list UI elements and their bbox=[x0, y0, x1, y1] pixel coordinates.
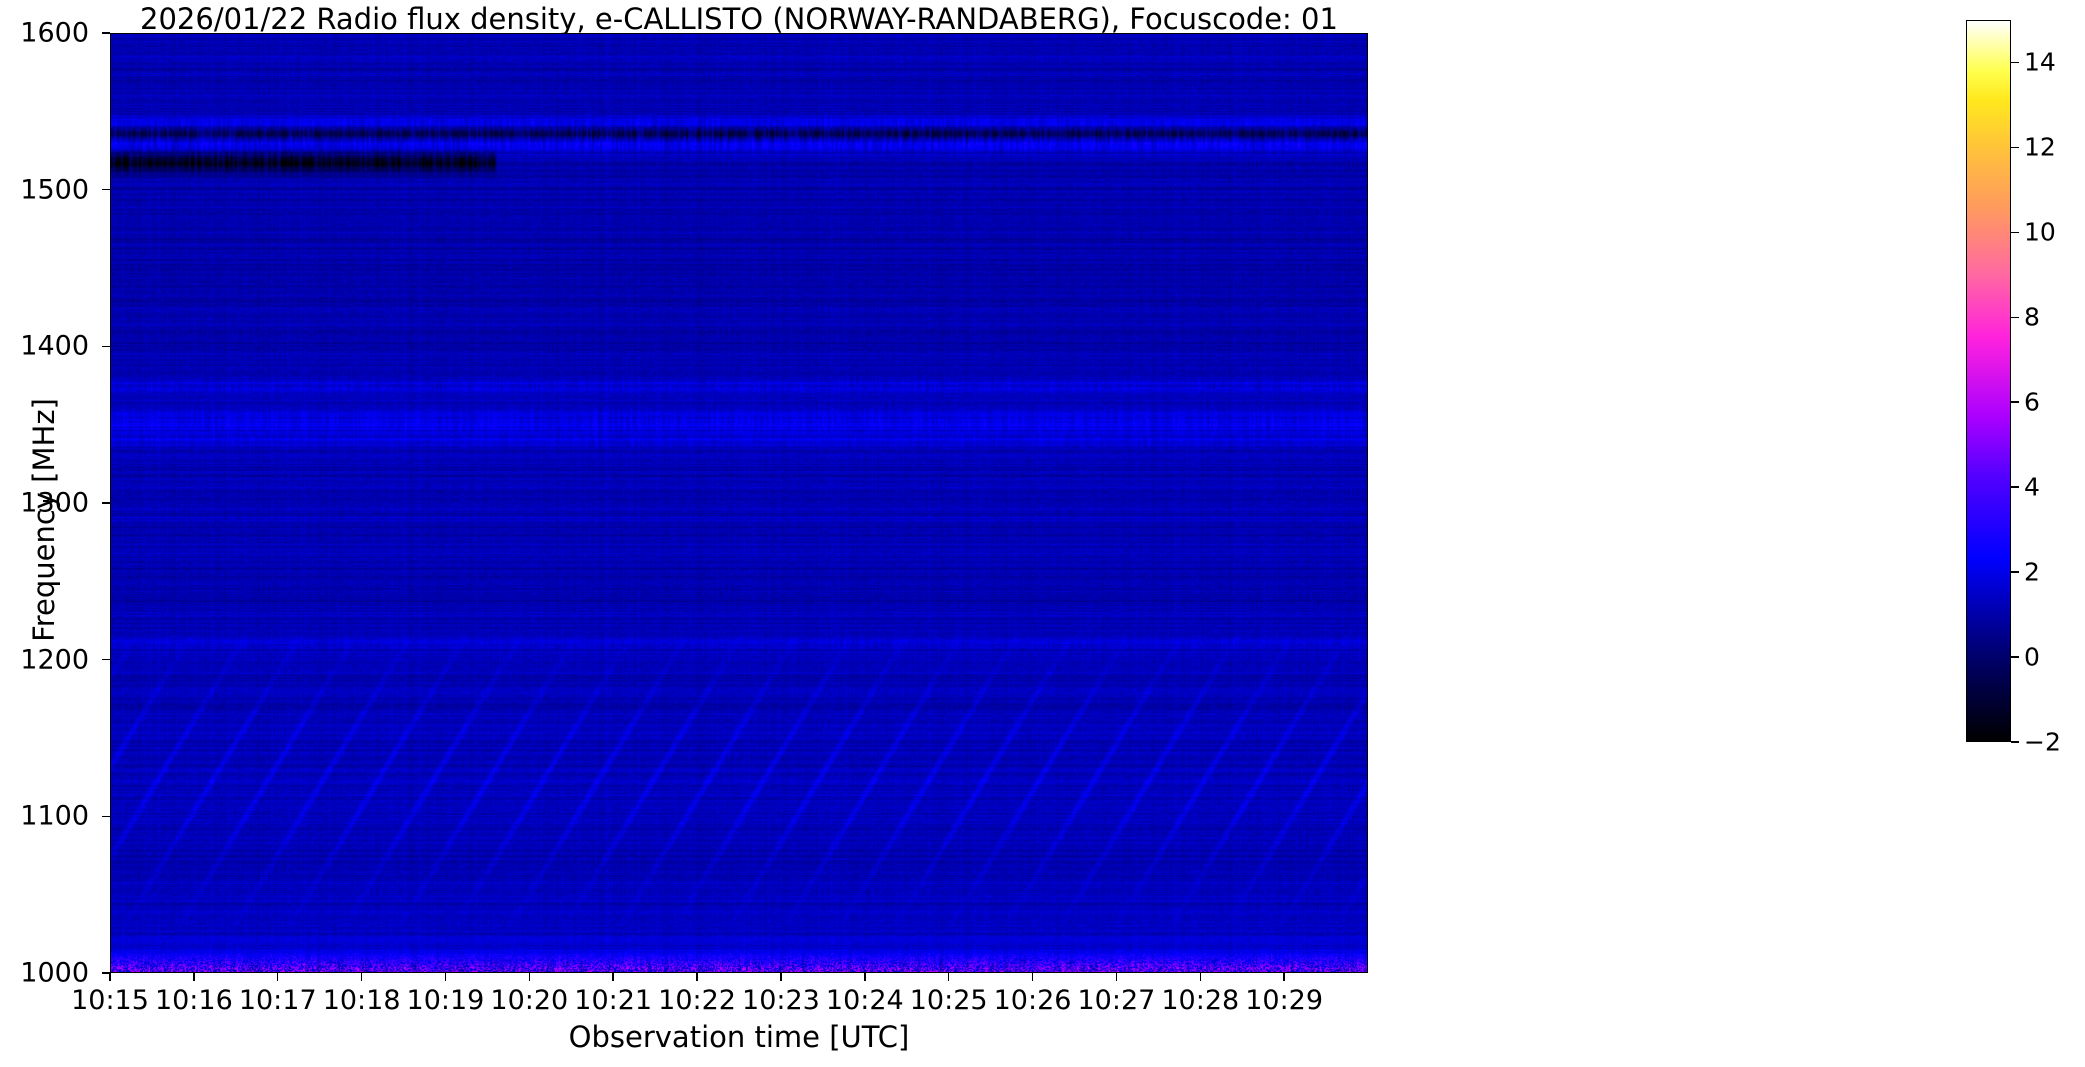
y-tick-mark bbox=[102, 815, 110, 818]
x-tick-label: 10:19 bbox=[406, 985, 485, 1016]
y-tick-mark bbox=[102, 32, 110, 34]
colorbar-tick-mark bbox=[2011, 401, 2019, 403]
x-tick-label: 10:23 bbox=[742, 985, 820, 1016]
x-tick-label: 10:18 bbox=[322, 985, 401, 1016]
chart-title: 2026/01/22 Radio flux density, e-CALLIST… bbox=[140, 2, 1338, 36]
x-tick-mark bbox=[1031, 973, 1034, 981]
colorbar-tick-label: −2 bbox=[2024, 727, 2061, 757]
x-tick-mark bbox=[276, 973, 279, 981]
x-tick-mark bbox=[528, 973, 531, 981]
colorbar-tick-label: 8 bbox=[2024, 302, 2040, 332]
x-tick-mark bbox=[780, 973, 782, 981]
x-tick-mark bbox=[864, 973, 866, 981]
colorbar-tick-label: 4 bbox=[2024, 472, 2040, 502]
y-axis-label: Frequency [MHz] bbox=[27, 398, 61, 642]
y-tick-mark bbox=[102, 345, 110, 348]
spectrogram-image bbox=[111, 34, 1367, 972]
x-axis-label: Observation time [UTC] bbox=[568, 1020, 910, 1054]
x-tick-mark bbox=[360, 973, 363, 981]
x-tick-label: 10:28 bbox=[1161, 985, 1240, 1016]
colorbar-tick-mark bbox=[2011, 571, 2019, 573]
x-tick-mark bbox=[1199, 973, 1202, 981]
colorbar-tick-mark bbox=[2011, 486, 2019, 488]
x-tick-mark bbox=[193, 973, 195, 981]
colorbar-tick-mark bbox=[2011, 741, 2019, 743]
x-tick-mark bbox=[947, 973, 950, 981]
x-tick-mark bbox=[696, 973, 698, 981]
colorbar-tick-mark bbox=[2011, 316, 2019, 319]
x-tick-mark bbox=[612, 973, 614, 981]
y-tick-label: 1200 bbox=[20, 644, 89, 676]
y-tick-label: 1100 bbox=[20, 800, 89, 832]
colorbar-tick-label: 14 bbox=[2024, 47, 2056, 77]
x-tick-mark bbox=[444, 973, 447, 981]
x-tick-label: 10:25 bbox=[909, 985, 988, 1016]
colorbar-tick-mark bbox=[2011, 146, 2019, 149]
y-tick-label: 1400 bbox=[20, 330, 89, 362]
x-tick-mark bbox=[1115, 973, 1118, 981]
colorbar-tick-label: 6 bbox=[2024, 387, 2040, 417]
y-tick-label: 1500 bbox=[20, 174, 89, 206]
y-tick-mark bbox=[102, 658, 110, 661]
colorbar-tick-label: 12 bbox=[2024, 132, 2056, 162]
colorbar-tick-mark bbox=[2011, 231, 2019, 234]
spectrogram-axes bbox=[110, 33, 1368, 973]
x-tick-label: 10:27 bbox=[1077, 985, 1156, 1016]
colorbar-tick-label: 2 bbox=[2024, 557, 2040, 587]
y-tick-label: 1300 bbox=[20, 487, 89, 519]
y-tick-mark bbox=[102, 188, 110, 191]
x-tick-mark bbox=[109, 973, 111, 981]
x-tick-label: 10:17 bbox=[238, 985, 317, 1016]
colorbar-gradient bbox=[1967, 21, 2010, 741]
x-tick-label: 10:24 bbox=[825, 985, 904, 1016]
colorbar-tick-mark bbox=[2011, 61, 2019, 64]
x-tick-label: 10:22 bbox=[658, 985, 736, 1016]
y-tick-mark bbox=[102, 972, 110, 974]
colorbar-tick-label: 10 bbox=[2024, 217, 2056, 247]
x-tick-label: 10:26 bbox=[993, 985, 1072, 1016]
colorbar-tick-label: 0 bbox=[2024, 642, 2040, 672]
colorbar-tick-mark bbox=[2011, 656, 2019, 658]
x-tick-label: 10:20 bbox=[490, 985, 569, 1016]
x-tick-label: 10:29 bbox=[1245, 985, 1324, 1016]
y-tick-label: 1600 bbox=[20, 17, 89, 49]
x-tick-label: 10:16 bbox=[154, 985, 233, 1016]
x-tick-label: 10:21 bbox=[574, 985, 653, 1016]
y-tick-mark bbox=[102, 502, 110, 504]
x-tick-mark bbox=[1283, 973, 1285, 981]
x-tick-label: 10:15 bbox=[71, 985, 149, 1016]
y-tick-label: 1000 bbox=[20, 957, 89, 989]
colorbar bbox=[1966, 20, 2011, 742]
